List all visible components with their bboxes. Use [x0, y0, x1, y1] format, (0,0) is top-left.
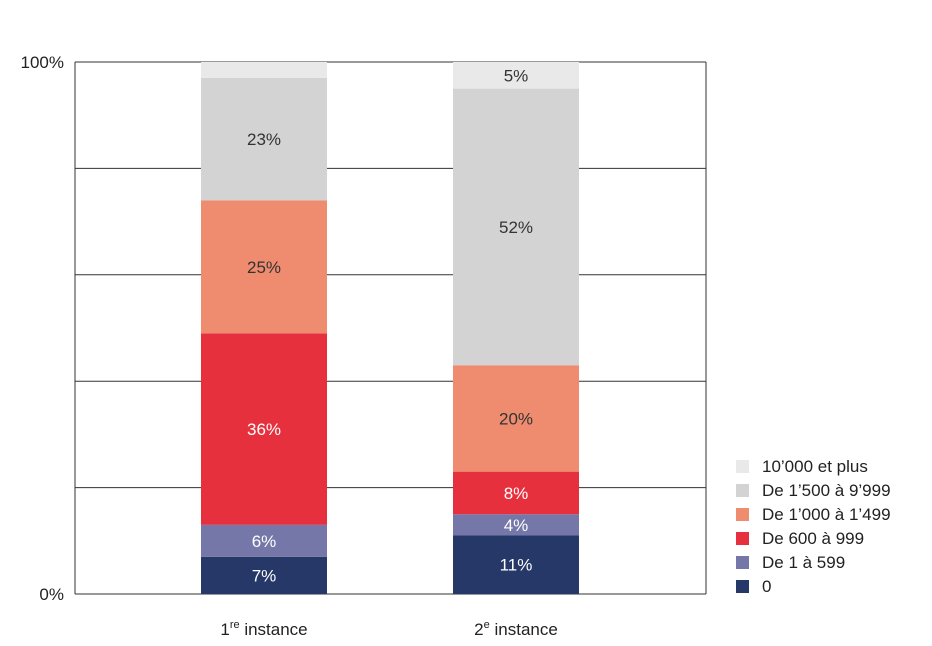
bar-segment [453, 62, 579, 89]
bar-segment [201, 333, 327, 525]
legend-swatch [736, 460, 749, 473]
legend-swatch [736, 484, 749, 497]
bar-segment [453, 365, 579, 472]
bar-value-label: 36% [247, 420, 281, 439]
bar-value-label: 23% [247, 130, 281, 149]
bar-value-label: 11% [500, 556, 533, 575]
category-label: 2e instance [474, 619, 558, 639]
category-label: 1re instance [220, 619, 307, 639]
bar-value-label: 25% [247, 258, 281, 277]
bar-value-label: 6% [252, 532, 277, 551]
bar-value-label: 4% [504, 516, 529, 535]
bar-value-label: 5% [504, 66, 529, 85]
bar-segment [453, 471, 579, 515]
bar-segment [201, 200, 327, 334]
bar-labels: 7% 6% 36% 25% 23% 11% 4% 8% 20% 52% 5% [247, 66, 533, 585]
legend-label: De 1’000 à 1’499 [762, 505, 891, 524]
bars [201, 62, 579, 594]
bar-segment [453, 535, 579, 594]
bar-segment [201, 524, 327, 557]
bar-value-label: 52% [499, 218, 533, 237]
bar-value-label: 20% [499, 409, 533, 428]
grid-lines [75, 61, 706, 595]
legend-swatch [736, 580, 749, 593]
category-labels: 1re instance 2e instance [220, 619, 557, 639]
legend-label: De 1’500 à 9’999 [762, 481, 891, 500]
bar-segment [453, 88, 579, 366]
legend: 10’000 et plus De 1’500 à 9’999 De 1’000 à… [736, 457, 891, 596]
y-tick-label-100: 100% [21, 53, 64, 72]
bar-value-label: 8% [504, 484, 529, 503]
legend-swatch [736, 508, 749, 521]
bar-segment [201, 556, 327, 594]
legend-label: De 600 à 999 [762, 529, 864, 548]
legend-swatch [736, 556, 749, 569]
y-tick-label-0: 0% [39, 585, 64, 604]
legend-label: De 1 à 599 [762, 553, 845, 572]
legend-label: 0 [762, 577, 771, 596]
legend-label: 10’000 et plus [762, 457, 868, 476]
bar-segment [201, 77, 327, 201]
legend-swatch [736, 532, 749, 545]
axes: 100% 0% [21, 53, 707, 604]
bar-value-label: 7% [252, 566, 277, 585]
bar-segment [453, 514, 579, 536]
bar-segment [201, 62, 327, 78]
